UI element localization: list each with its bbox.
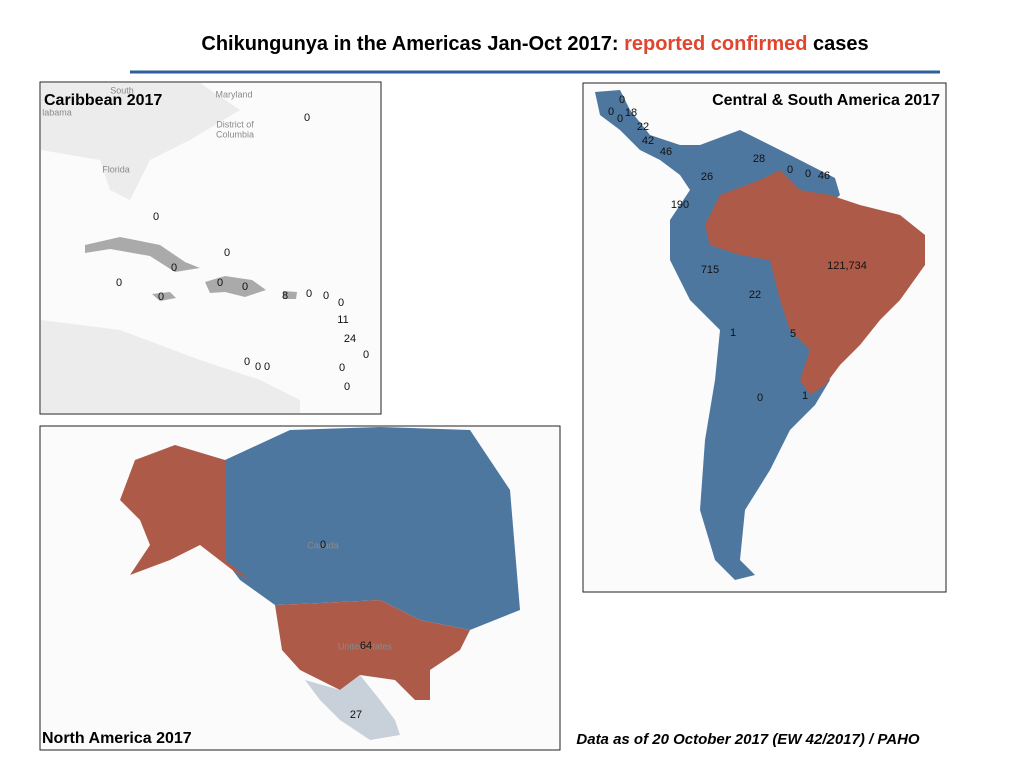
case-count: 0 (805, 168, 811, 180)
case-count: 0 (244, 356, 250, 368)
case-count: 8 (282, 290, 288, 302)
title-highlight: reported confirmed (624, 33, 807, 55)
case-count: 42 (642, 135, 654, 147)
panel-title: Caribbean 2017 (44, 92, 162, 109)
hispaniola (205, 276, 266, 297)
case-count: 24 (344, 333, 356, 345)
case-labels: 0 64 27 (320, 539, 372, 721)
slide-title: Chikungunya in the Americas Jan-Oct 2017… (201, 33, 868, 55)
case-count: 0 (158, 291, 164, 303)
north-america-panel: Canada United States 0 64 27 North America… (39, 425, 561, 751)
case-count: 0 (338, 297, 344, 309)
basemap-label: Florida (102, 164, 130, 174)
case-count: 0 (171, 262, 177, 274)
case-count: 46 (660, 146, 672, 158)
case-count: 0 (217, 277, 223, 289)
case-count: 0 (339, 362, 345, 374)
case-count: 28 (753, 153, 765, 165)
case-count: 0 (304, 112, 310, 124)
case-count: 46 (818, 170, 830, 182)
basemap-label: labama (42, 107, 72, 117)
case-count: 121,734 (827, 260, 867, 272)
case-count: 0 (242, 281, 248, 293)
caribbean-panel: Caribbean 2017 South labama Maryland Dis… (39, 81, 382, 415)
case-count: 5 (790, 328, 796, 340)
case-count: 0 (323, 290, 329, 302)
source-note: Data as of 20 October 2017 (EW 42/2017) … (576, 731, 920, 748)
case-count: 1 (802, 390, 808, 402)
case-count: 18 (625, 107, 637, 119)
case-count: 0 (264, 361, 270, 373)
case-count: 0 (619, 94, 625, 106)
title-prefix: Chikungunya in the Americas Jan-Oct 2017… (201, 33, 624, 55)
canada (225, 427, 520, 630)
case-count: 0 (320, 539, 326, 551)
case-count: 0 (787, 164, 793, 176)
basemap-label: Columbia (216, 129, 254, 139)
basemap-label: South (110, 85, 134, 95)
case-count: 1 (730, 327, 736, 339)
land (41, 320, 300, 413)
united-states (275, 600, 470, 700)
jamaica (152, 292, 176, 301)
case-count: 0 (306, 288, 312, 300)
case-count: 0 (224, 247, 230, 259)
case-count: 0 (617, 113, 623, 125)
case-count: 715 (701, 264, 719, 276)
basemap-label: Maryland (215, 89, 252, 99)
basemap-label: District of (216, 119, 254, 129)
case-count: 22 (637, 121, 649, 133)
case-count: 0 (608, 106, 614, 118)
case-count: 11 (337, 314, 348, 326)
title-suffix: cases (807, 33, 868, 55)
puerto-rico (283, 291, 297, 299)
case-count: 0 (344, 381, 350, 393)
south-america-panel: Central & South America 2017 00 180224246… (582, 82, 947, 593)
case-count: 0 (153, 211, 159, 223)
alaska (120, 445, 250, 580)
case-count: 64 (360, 640, 372, 652)
case-count: 26 (701, 171, 713, 183)
panel-title: Central & South America 2017 (712, 92, 940, 109)
case-count: 22 (749, 289, 761, 301)
cuba (85, 237, 200, 272)
case-count: 0 (255, 361, 261, 373)
land (41, 83, 240, 200)
basemap-label: Canada (307, 540, 339, 550)
panel-title: North America 2017 (42, 730, 192, 747)
brazil (705, 170, 925, 395)
case-count: 0 (363, 349, 369, 361)
case-count: 190 (671, 199, 689, 211)
basemap-label: United States (338, 641, 393, 651)
case-count: 0 (116, 277, 122, 289)
case-count: 27 (350, 709, 362, 721)
mexico (305, 675, 400, 740)
case-count: 0 (757, 392, 763, 404)
